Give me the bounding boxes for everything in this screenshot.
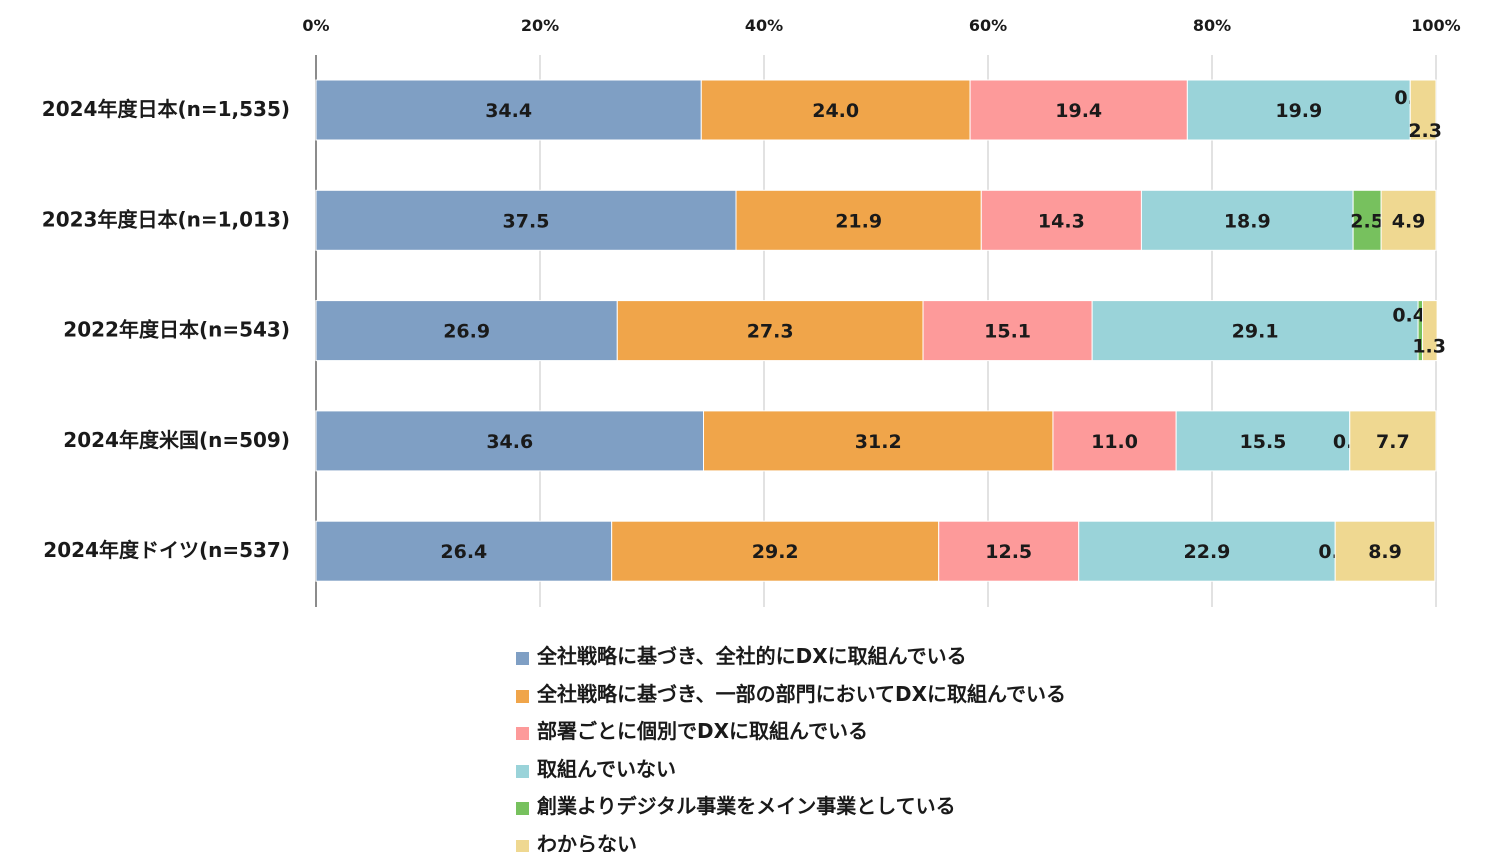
x-tick-label: 0%	[302, 16, 329, 35]
data-label: 18.9	[1224, 210, 1271, 232]
data-label: 34.6	[486, 431, 533, 453]
legend-item: わからない	[516, 824, 1066, 852]
bar-segment	[611, 520, 940, 582]
bar-segment	[1352, 189, 1382, 251]
legend-swatch	[516, 689, 529, 703]
data-label: 15.1	[984, 321, 1031, 343]
x-tick-label: 100%	[1411, 16, 1460, 35]
data-label: 22.9	[1184, 541, 1231, 563]
legend-label: 取組んでいない	[537, 756, 676, 781]
bar-segment	[1175, 410, 1351, 472]
bar-segment	[922, 300, 1093, 362]
legend-item: 全社戦略に基づき、全社的にDXに取組んでいる	[516, 636, 1066, 674]
data-label: 37.5	[503, 210, 550, 232]
legend: 全社戦略に基づき、全社的にDXに取組んでいる全社戦略に基づき、一部の部門において…	[516, 636, 1066, 852]
data-label: 0.4	[1392, 305, 1426, 327]
category-label: 2023年度日本(n=1,013)	[42, 207, 290, 231]
bar-segment	[1052, 410, 1177, 472]
bar-segment	[315, 79, 702, 141]
data-label: 27.3	[747, 321, 794, 343]
x-tick-label: 80%	[1193, 16, 1231, 35]
data-label: 2.3	[1408, 120, 1442, 142]
bar-segment	[1349, 410, 1437, 472]
legend-label: 全社戦略に基づき、全社的にDXに取組んでいる	[537, 644, 967, 669]
x-tick-label: 60%	[969, 16, 1007, 35]
bar-segment	[938, 520, 1080, 582]
data-label: 8.9	[1368, 541, 1402, 563]
bar-segment	[1380, 189, 1437, 251]
bar-segment	[980, 189, 1142, 251]
data-label: 11.0	[1091, 431, 1138, 453]
bar-segment	[1409, 79, 1437, 141]
data-label: 1.3	[1412, 336, 1446, 358]
legend-label: 全社戦略に基づき、一部の部門においてDXに取組んでいる	[537, 681, 1067, 706]
bar-segment	[1422, 300, 1438, 362]
legend-swatch	[516, 802, 529, 816]
legend-label: わからない	[537, 831, 637, 852]
bar-segment	[315, 189, 737, 251]
legend-item: 創業よりデジタル事業をメイン事業としている	[516, 786, 1066, 824]
legend-swatch	[516, 727, 529, 741]
data-label: 24.0	[812, 100, 859, 122]
data-label: 29.2	[752, 541, 799, 563]
bar-segment	[315, 300, 618, 362]
bar-segment	[1140, 189, 1354, 251]
data-label: 7.7	[1376, 431, 1410, 453]
bar-segment	[1091, 300, 1419, 362]
bar-segment	[315, 520, 613, 582]
legend-swatch	[516, 839, 529, 852]
data-label: 15.5	[1240, 431, 1287, 453]
bar-segment	[735, 189, 982, 251]
stacked-bar-chart: 0% 20% 40% 60% 80% 100% 2024年度日本(n=1,535) 34.4 2…	[42, 16, 1461, 607]
legend-label: 部署ごとに個別でDXに取組んでいる	[537, 719, 869, 744]
bar-segment	[1078, 520, 1336, 582]
data-label: 26.9	[443, 321, 490, 343]
data-label: 34.4	[485, 100, 532, 122]
bar-segment	[616, 300, 924, 362]
data-label: 19.4	[1055, 100, 1102, 122]
data-label: 21.9	[835, 210, 882, 232]
x-tick-label: 20%	[521, 16, 559, 35]
category-label: 2022年度日本(n=543)	[63, 318, 290, 342]
legend-item: 全社戦略に基づき、一部の部門においてDXに取組んでいる	[516, 674, 1066, 712]
category-label: 2024年度ドイツ(n=537)	[43, 538, 290, 562]
legend-item: 部署ごとに個別でDXに取組んでいる	[516, 711, 1066, 749]
bar-segment	[1334, 520, 1436, 582]
bar-segment	[703, 410, 1054, 472]
data-label: 14.3	[1038, 210, 1085, 232]
legend-item: 取組んでいない	[516, 749, 1066, 787]
category-label: 2024年度米国(n=509)	[63, 428, 290, 452]
data-label: 12.5	[985, 541, 1032, 563]
bar-segment	[315, 410, 705, 472]
legend-swatch	[516, 652, 529, 666]
data-label: 2.5	[1350, 210, 1384, 232]
legend-label: 創業よりデジタル事業をメイン事業としている	[537, 794, 956, 819]
category-label: 2024年度日本(n=1,535)	[42, 97, 290, 121]
x-tick-label: 40%	[745, 16, 783, 35]
bar-segment	[1186, 79, 1411, 141]
data-label: 4.9	[1392, 210, 1426, 232]
data-label: 29.1	[1232, 321, 1279, 343]
data-label: 19.9	[1275, 100, 1322, 122]
data-label: 26.4	[440, 541, 487, 563]
data-label: 31.2	[855, 431, 902, 453]
legend-swatch	[516, 764, 529, 778]
